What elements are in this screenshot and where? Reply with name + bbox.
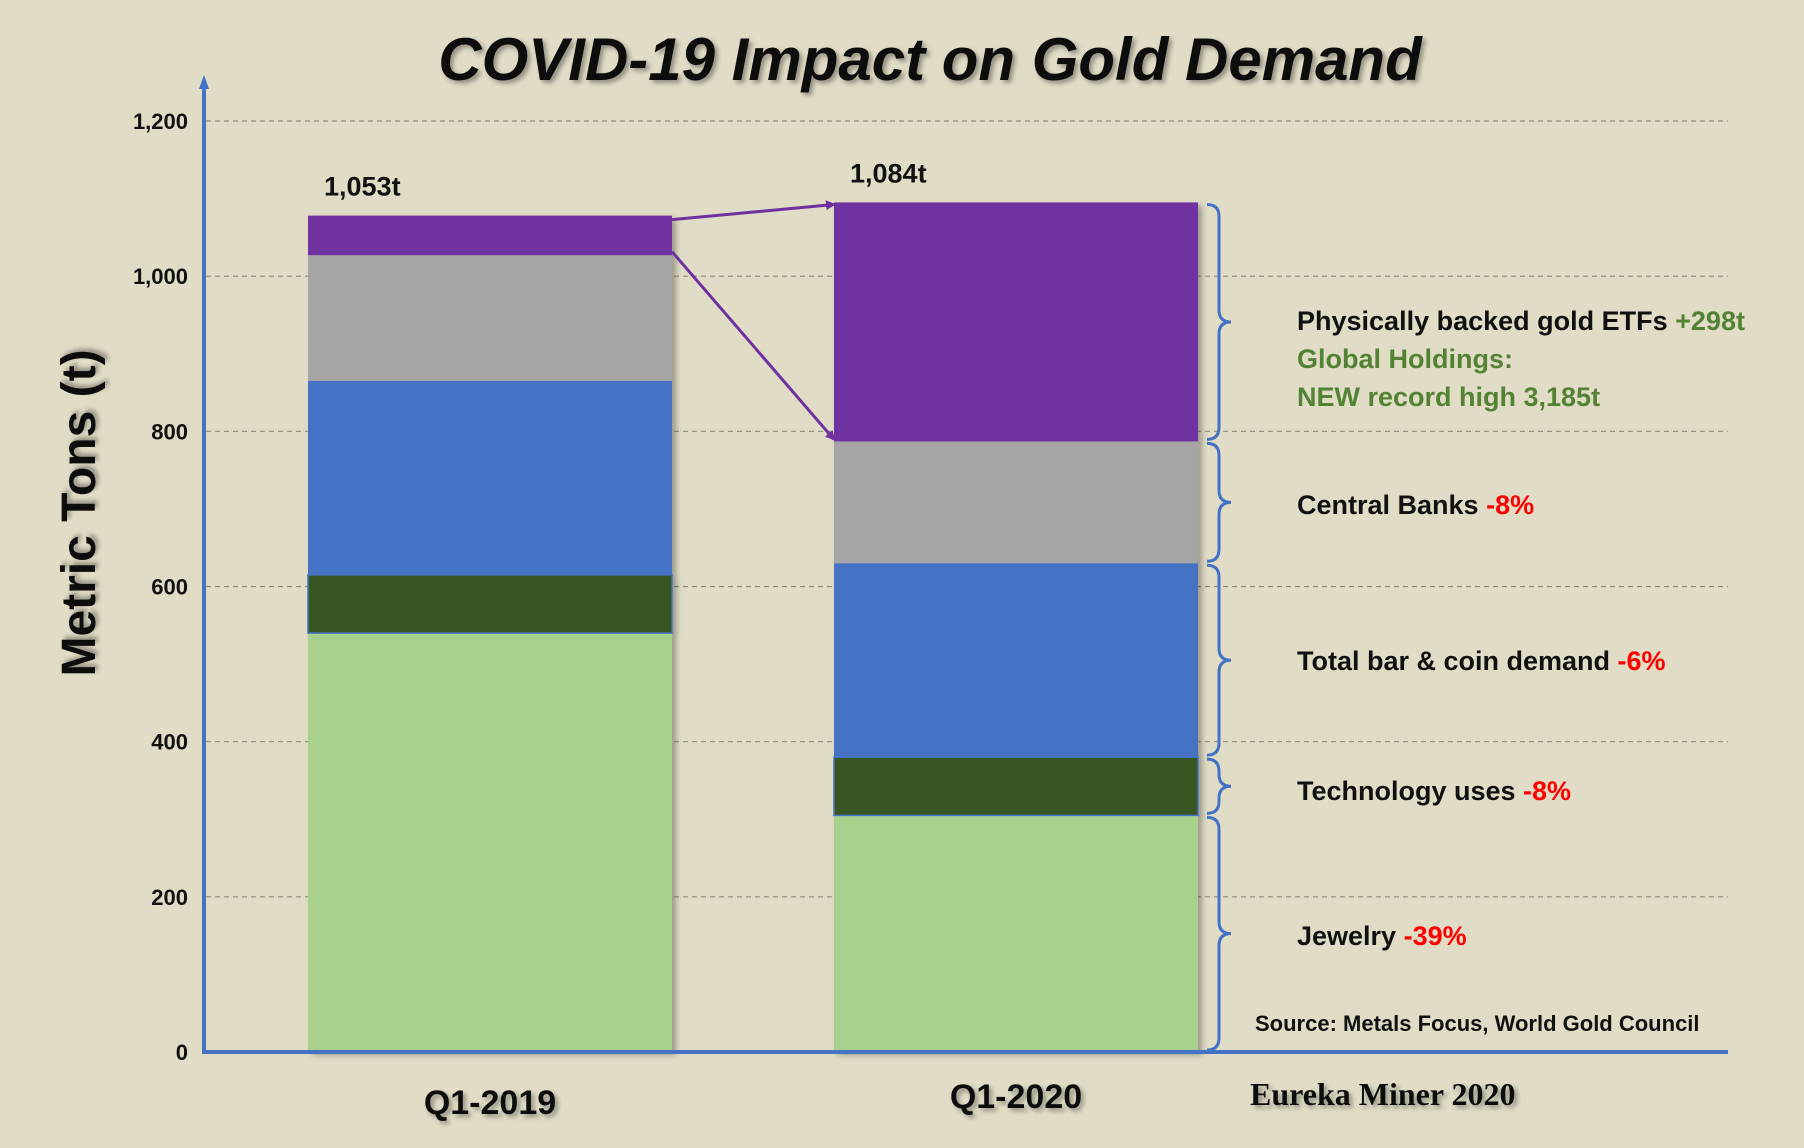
arrow-etf-bottom <box>670 250 836 441</box>
etf-arrows <box>670 200 836 441</box>
braces <box>1206 202 1232 1052</box>
annotation-jewelry: Jewelry -39% <box>1297 921 1467 951</box>
annotations: Physically backed gold ETFs +298t Global … <box>1297 306 1745 951</box>
bar-q1-2020-central-banks <box>834 441 1198 564</box>
y-tick-600: 600 <box>151 575 188 600</box>
brace-jewelry <box>1206 815 1232 1052</box>
bar-q1-2020-total-bar-coin-demand <box>834 563 1198 758</box>
brace-central-banks <box>1206 441 1232 563</box>
total-q1-2019: 1,053t <box>324 172 401 202</box>
bar-q1-2019-technology-uses <box>307 574 673 634</box>
y-tick-0: 0 <box>176 1040 188 1065</box>
bar-stack-q1-2020 <box>833 202 1199 1052</box>
y-tick-1200: 1,200 <box>133 109 188 134</box>
annotation-etf-note-1: Global Holdings: <box>1297 344 1513 374</box>
brace-physically-backed-gold-etfs <box>1206 202 1232 441</box>
category-labels: Q1-2019 Q1-2020 <box>424 1078 1082 1122</box>
y-tick-200: 200 <box>151 885 188 910</box>
category-q1-2019: Q1-2019 <box>424 1084 556 1122</box>
source-note: Source: Metals Focus, World Gold Council <box>1255 1011 1700 1036</box>
bar-q1-2020-technology-uses <box>833 756 1199 817</box>
credit-label: Eureka Miner 2020 <box>1250 1076 1515 1112</box>
total-labels: 1,053t 1,084t <box>324 158 927 201</box>
annotation-central-banks: Central Banks -8% <box>1297 490 1534 520</box>
total-q1-2020: 1,084t <box>850 158 927 188</box>
annotation-total-bar-coin-demand: Total bar & coin demand -6% <box>1297 646 1666 676</box>
bar-q1-2019-central-banks <box>308 255 672 381</box>
arrow-etf-top <box>671 200 836 222</box>
bar-q1-2020-jewelry <box>834 815 1198 1052</box>
bar-q1-2019-physically-backed-gold-etfs <box>308 215 672 256</box>
chart-title: COVID-19 Impact on Gold Demand <box>438 26 1423 93</box>
brace-total-bar-coin-demand <box>1206 563 1232 757</box>
y-tick-1000: 1,000 <box>133 264 188 289</box>
annotation-physically-backed-gold-etfs: Physically backed gold ETFs +298t <box>1297 306 1745 336</box>
brace-technology-uses <box>1206 757 1232 815</box>
bar-stack-q1-2019 <box>307 215 673 1052</box>
category-q1-2020: Q1-2020 <box>950 1078 1082 1116</box>
y-axis-label: Metric Tons (t) <box>53 349 106 676</box>
bar-q1-2020-physically-backed-gold-etfs <box>834 202 1198 442</box>
annotation-technology-uses: Technology uses -8% <box>1297 776 1571 806</box>
annotation-etf-note-2: NEW record high 3,185t <box>1297 382 1600 412</box>
y-tick-labels: 0 200 400 600 800 1,000 1,200 <box>133 109 188 1065</box>
y-tick-800: 800 <box>151 419 188 444</box>
bar-q1-2019-jewelry <box>308 633 672 1052</box>
y-tick-400: 400 <box>151 730 188 755</box>
bars <box>307 202 1199 1052</box>
bar-q1-2019-total-bar-coin-demand <box>308 380 672 575</box>
